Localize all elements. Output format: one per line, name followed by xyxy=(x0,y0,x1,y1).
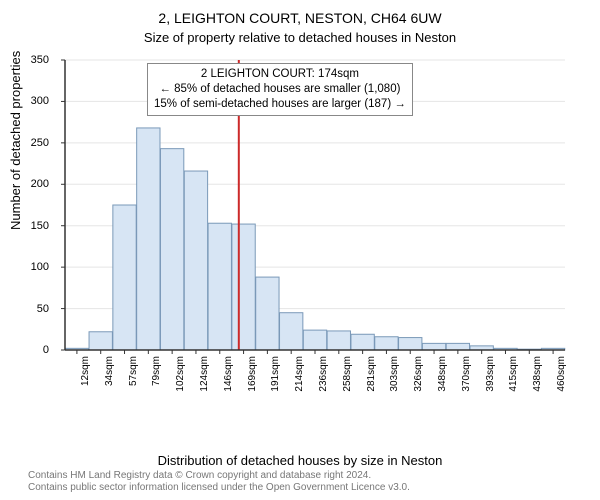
bar xyxy=(351,334,374,350)
x-tick: 281sqm xyxy=(366,356,377,392)
bar xyxy=(399,338,422,350)
y-tick: 0 xyxy=(43,344,49,356)
x-tick: 303sqm xyxy=(389,356,400,392)
x-tick: 348sqm xyxy=(437,356,448,392)
x-tick: 124sqm xyxy=(199,356,210,392)
annotation-box: 2 LEIGHTON COURT: 174sqm ← 85% of detach… xyxy=(147,63,413,116)
x-tick: 102sqm xyxy=(175,356,186,392)
x-tick: 326sqm xyxy=(413,356,424,392)
bar xyxy=(208,223,231,350)
y-tick: 350 xyxy=(31,54,49,66)
y-tick: 200 xyxy=(31,178,49,190)
footer: Contains HM Land Registry data © Crown c… xyxy=(28,470,410,494)
x-tick: 438sqm xyxy=(532,356,543,392)
chart-title: 2, LEIGHTON COURT, NESTON, CH64 6UW xyxy=(0,10,600,26)
bar xyxy=(422,343,445,350)
x-tick: 460sqm xyxy=(556,356,567,392)
x-tick: 258sqm xyxy=(342,356,353,392)
bar xyxy=(327,331,350,350)
x-tick: 415sqm xyxy=(508,356,519,392)
x-tick: 191sqm xyxy=(270,356,281,392)
x-tick: 393sqm xyxy=(485,356,496,392)
x-tick: 236sqm xyxy=(318,356,329,392)
bar xyxy=(232,224,255,350)
bar xyxy=(137,128,160,350)
y-tick: 250 xyxy=(31,137,49,149)
y-tick: 100 xyxy=(31,261,49,273)
x-tick: 12sqm xyxy=(80,356,91,386)
y-tick: 50 xyxy=(37,303,49,315)
x-axis-label: Distribution of detached houses by size … xyxy=(0,453,600,468)
y-tick: 150 xyxy=(31,220,49,232)
bar xyxy=(446,343,469,350)
x-tick: 370sqm xyxy=(461,356,472,392)
bar xyxy=(256,277,279,350)
x-tick: 214sqm xyxy=(294,356,305,392)
bar xyxy=(89,332,112,350)
annotation-line2: ← 85% of detached houses are smaller (1,… xyxy=(154,82,406,97)
bar xyxy=(160,149,183,350)
x-tick: 57sqm xyxy=(128,356,139,386)
bar xyxy=(303,330,326,350)
bar xyxy=(280,313,303,350)
bar xyxy=(113,205,136,350)
y-tick: 300 xyxy=(31,95,49,107)
x-tick: 169sqm xyxy=(247,356,258,392)
annotation-line3: 15% of semi-detached houses are larger (… xyxy=(154,97,406,112)
chart-plot-area: 2 LEIGHTON COURT: 174sqm ← 85% of detach… xyxy=(55,55,575,395)
x-tick: 34sqm xyxy=(104,356,115,386)
bar xyxy=(375,337,398,350)
x-tick: 146sqm xyxy=(223,356,234,392)
y-axis-label: Number of detached properties xyxy=(8,51,23,230)
footer-line2: Contains public sector information licen… xyxy=(28,482,410,494)
bar xyxy=(184,171,207,350)
chart-subtitle: Size of property relative to detached ho… xyxy=(0,30,600,45)
footer-line1: Contains HM Land Registry data © Crown c… xyxy=(28,470,410,482)
annotation-line1: 2 LEIGHTON COURT: 174sqm xyxy=(154,67,406,82)
x-tick: 79sqm xyxy=(151,356,162,386)
